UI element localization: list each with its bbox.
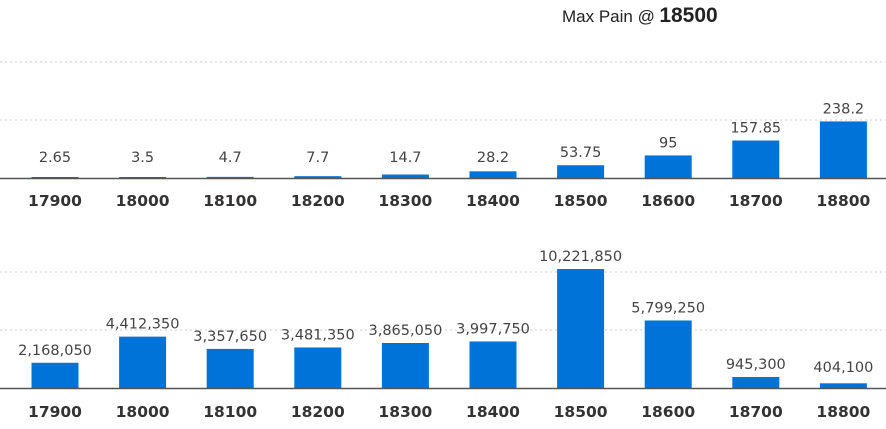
chart1-value-label-17900: 2.65	[39, 150, 71, 166]
chart1-value-label-18700: 157.85	[730, 121, 781, 137]
chart2-bar-18700	[732, 376, 780, 388]
chart1-value-label-18600: 95	[659, 135, 677, 151]
chart1-tick-label-18200: 18200	[291, 192, 345, 210]
chart2-value-label-18100: 3,357,650	[193, 329, 267, 345]
chart2-bar-18400	[469, 341, 517, 388]
chart2-value-label-18200: 3,481,350	[281, 327, 355, 343]
chart1-tick-label-17900: 17900	[28, 192, 82, 210]
chart2-tick-label-18200: 18200	[291, 403, 345, 421]
chart1-bar-18400	[469, 171, 517, 178]
chart1-bar-17900	[31, 177, 79, 178]
chart1-bar-18000	[119, 177, 167, 178]
max-pain-label: Max Pain @	[562, 7, 655, 26]
chart1-value-label-18500: 53.75	[560, 145, 602, 161]
chart2-bar-18600	[644, 320, 692, 388]
chart2-tick-label-18800: 18800	[816, 403, 870, 421]
chart1-tick-label-18100: 18100	[203, 192, 257, 210]
chart2-value-label-18500: 10,221,850	[539, 249, 622, 265]
chart1-value-label-18400: 28.2	[477, 150, 509, 166]
chart1-tick-label-18400: 18400	[466, 192, 520, 210]
chart1-value-label-18800: 238.2	[823, 101, 865, 117]
chart2-value-label-18300: 3,865,050	[369, 323, 443, 339]
max-pain-value: 18500	[659, 4, 718, 27]
chart1-bar-18300	[381, 174, 429, 178]
chart1-bar-18500	[557, 165, 605, 178]
chart2-value-label-18800: 404,100	[813, 360, 873, 376]
chart2-tick-label-18500: 18500	[554, 403, 608, 421]
chart1-bar-18800	[819, 121, 867, 178]
chart1-value-label-18200: 7.7	[306, 150, 329, 166]
chart2-bar-17900	[31, 362, 79, 388]
chart2-tick-label-18600: 18600	[641, 403, 695, 421]
chart2-tick-label-18300: 18300	[378, 403, 432, 421]
chart1-tick-label-18000: 18000	[116, 192, 170, 210]
chart2-bar-18000	[119, 336, 167, 388]
chart2-value-label-18000: 4,412,350	[106, 317, 180, 333]
chart2-tick-label-17900: 17900	[28, 403, 82, 421]
chart2-bar-18100	[206, 348, 254, 388]
chart2-tick-label-18100: 18100	[203, 403, 257, 421]
chart2-tick-label-18000: 18000	[116, 403, 170, 421]
chart2-value-label-18400: 3,997,750	[456, 321, 530, 337]
chart2-tick-label-18400: 18400	[466, 403, 520, 421]
chart2-value-label-18600: 5,799,250	[631, 300, 705, 316]
chart1-bar-18200	[294, 176, 342, 178]
chart2-bar-18200	[294, 347, 342, 388]
chart1-bar-18100	[206, 176, 254, 178]
chart1-tick-label-18700: 18700	[729, 192, 783, 210]
chart1-tick-label-18800: 18800	[816, 192, 870, 210]
chart1-value-label-18000: 3.5	[131, 150, 154, 166]
chart-title: Max Pain @ 18500	[0, 4, 886, 30]
chart2-value-label-18700: 945,300	[726, 357, 786, 373]
chart1-tick-label-18600: 18600	[641, 192, 695, 210]
chart2-bar-18500	[557, 269, 605, 388]
chart1-bar-18600	[644, 155, 692, 178]
chart2-bar-18300	[381, 343, 429, 388]
chart1-value-label-18100: 4.7	[219, 150, 242, 166]
chart1-tick-label-18300: 18300	[378, 192, 432, 210]
chart2-value-label-17900: 2,168,050	[18, 343, 92, 359]
chart2-bar-18800	[819, 383, 867, 388]
chart1-bar-18700	[732, 140, 780, 178]
chart1-value-label-18300: 14.7	[389, 150, 421, 166]
chart2-tick-label-18700: 18700	[729, 403, 783, 421]
chart1-tick-label-18500: 18500	[554, 192, 608, 210]
